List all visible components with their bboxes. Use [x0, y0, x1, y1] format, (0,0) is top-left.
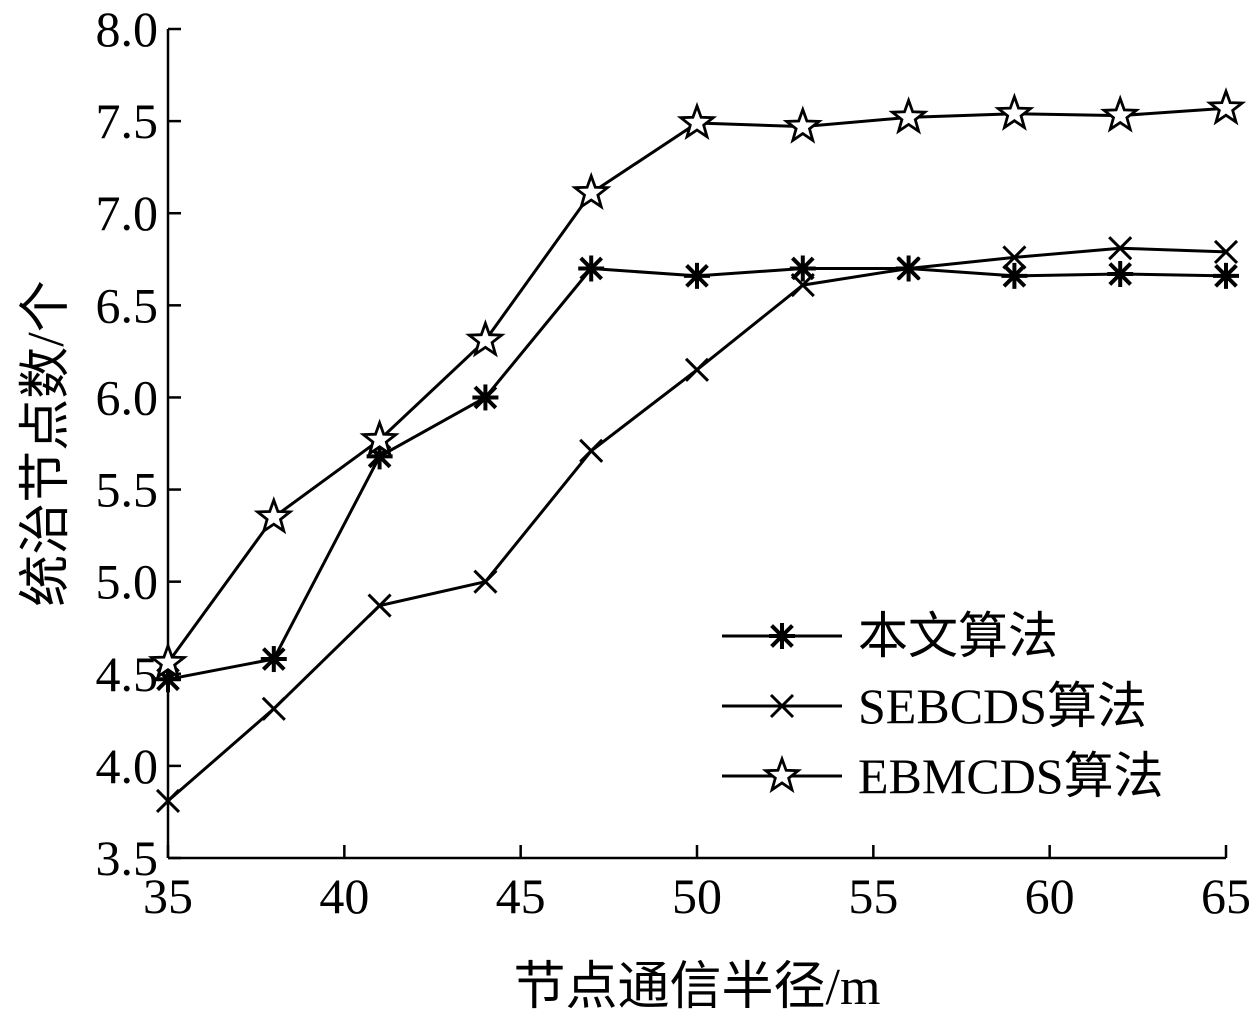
legend-item: EBMCDS算法	[722, 748, 1164, 804]
data-point	[1100, 94, 1141, 133]
data-point	[1108, 236, 1133, 261]
data-point	[155, 788, 181, 813]
y-tick-label: 7.0	[96, 185, 159, 241]
data-point	[1002, 245, 1027, 270]
axes: 35 40 45 50 55 60 65 3.5 4.0 4.5 5.0 5.5 6.0 6.5 7.0 7…	[96, 1, 1252, 924]
x-tick-label: 45	[496, 868, 546, 924]
data-point	[473, 569, 498, 594]
data-point	[367, 593, 392, 618]
x-tick-label: 35	[143, 868, 193, 924]
data-point	[261, 696, 286, 721]
data-point	[1001, 262, 1028, 289]
y-tick-label: 4.5	[96, 646, 159, 702]
y-axis-title: 统治节点数/个	[18, 280, 75, 606]
data-point	[1107, 261, 1134, 288]
series-line	[166, 106, 1227, 664]
data-point	[571, 171, 612, 210]
data-point	[578, 255, 605, 282]
data-point	[147, 641, 189, 680]
y-tick-label: 5.5	[96, 462, 159, 518]
legend-marker	[769, 693, 795, 719]
series-2	[155, 236, 1239, 813]
x-tick-label: 40	[319, 868, 369, 924]
data-point	[790, 273, 815, 298]
data-point	[1205, 87, 1247, 126]
data-point	[579, 438, 604, 463]
legend: 本文算法 SEBCDS算法 EBMCDS算法	[722, 608, 1164, 804]
x-ticks: 35 40 45 50 55 60 65	[143, 845, 1251, 924]
legend-marker	[769, 623, 795, 649]
x-axis-title: 节点通信半径/m	[514, 959, 881, 1016]
data-point	[472, 384, 499, 411]
legend-label: 本文算法	[858, 608, 1058, 664]
y-tick-label: 6.5	[96, 277, 159, 333]
y-tick-label: 5.0	[96, 554, 159, 610]
legend-marker	[761, 754, 803, 794]
y-tick-label: 3.5	[96, 830, 159, 886]
series-3	[147, 87, 1247, 680]
data-point	[260, 646, 287, 673]
data-point	[789, 255, 816, 282]
series-1	[155, 255, 1239, 693]
legend-item: 本文算法	[722, 608, 1058, 664]
legend-item: SEBCDS算法	[722, 678, 1147, 734]
y-tick-label: 7.5	[96, 93, 159, 149]
data-point	[888, 96, 929, 135]
series-layer	[147, 87, 1247, 813]
data-point	[896, 256, 921, 281]
y-tick-label: 8.0	[96, 1, 159, 57]
data-point	[684, 357, 710, 382]
data-point	[465, 319, 506, 358]
y-tick-label: 4.0	[96, 738, 159, 794]
x-tick-label: 60	[1025, 868, 1075, 924]
legend-label: EBMCDS算法	[858, 748, 1164, 804]
data-point	[253, 496, 294, 535]
data-point	[1213, 239, 1239, 264]
x-tick-label: 55	[848, 868, 898, 924]
x-tick-label: 65	[1201, 868, 1251, 924]
data-point	[684, 262, 710, 289]
series-line	[167, 267, 1227, 681]
legend-label: SEBCDS算法	[858, 678, 1147, 734]
data-point	[359, 418, 400, 457]
x-tick-label: 50	[672, 868, 722, 924]
y-tick-label: 6.0	[96, 369, 159, 425]
data-point	[676, 101, 718, 140]
data-point	[782, 105, 823, 144]
data-point	[1213, 262, 1239, 289]
y-ticks: 3.5 4.0 4.5 5.0 5.5 6.0 6.5 7.0 7.5 8.0	[96, 1, 181, 886]
data-point	[994, 92, 1035, 131]
